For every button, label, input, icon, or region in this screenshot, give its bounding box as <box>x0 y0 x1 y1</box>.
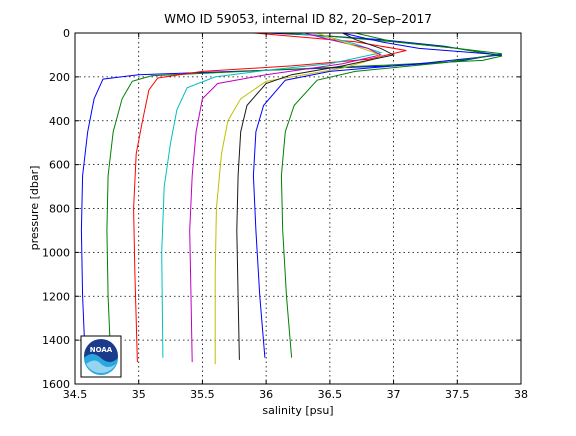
y-tick-label: 200 <box>49 71 70 84</box>
series-line-1 <box>80 32 496 358</box>
y-tick-label: 0 <box>63 27 70 40</box>
series-line-2 <box>106 32 503 358</box>
y-tick-label: 1000 <box>42 246 70 259</box>
series-line-6 <box>214 32 382 365</box>
chart-title: WMO ID 59053, internal ID 82, 20–Sep–201… <box>164 12 432 26</box>
y-tick-label: 1600 <box>42 378 70 391</box>
series-line-8 <box>252 32 502 358</box>
noaa-logo-text: NOAA <box>90 346 113 354</box>
x-tick-label: 35 <box>132 388 146 401</box>
x-tick-label: 36 <box>259 388 273 401</box>
x-tick-label: 38 <box>514 388 528 401</box>
x-tick-label: 35.5 <box>190 388 215 401</box>
series-line-7 <box>236 32 396 360</box>
series-line-4 <box>161 32 383 358</box>
series-group <box>80 32 503 365</box>
y-tick-label: 800 <box>49 203 70 216</box>
x-tick-label: 37.5 <box>445 388 470 401</box>
series-line-9 <box>280 32 502 358</box>
noaa-logo: NOAA <box>80 335 122 378</box>
series-line-5 <box>189 32 383 363</box>
y-tick-label: 400 <box>49 115 70 128</box>
y-tick-labels: 0 200 400 600 800 1000 1200 1400 1600 <box>42 27 70 391</box>
x-tick-label: 36.5 <box>318 388 343 401</box>
x-tick-label: 34.5 <box>63 388 88 401</box>
grid-lines <box>75 33 521 384</box>
x-axis-label: salinity [psu] <box>262 404 333 417</box>
y-axis-label: pressure [dbar] <box>28 166 41 251</box>
y-tick-label: 600 <box>49 159 70 172</box>
x-tick-label: 37 <box>387 388 401 401</box>
y-tick-label: 1400 <box>42 334 70 347</box>
x-tick-labels: 34.5 35 35.5 36 36.5 37 37.5 38 <box>63 388 528 401</box>
plot-frame <box>74 32 522 385</box>
y-tick-label: 1200 <box>42 290 70 303</box>
series-line-3 <box>133 32 407 363</box>
